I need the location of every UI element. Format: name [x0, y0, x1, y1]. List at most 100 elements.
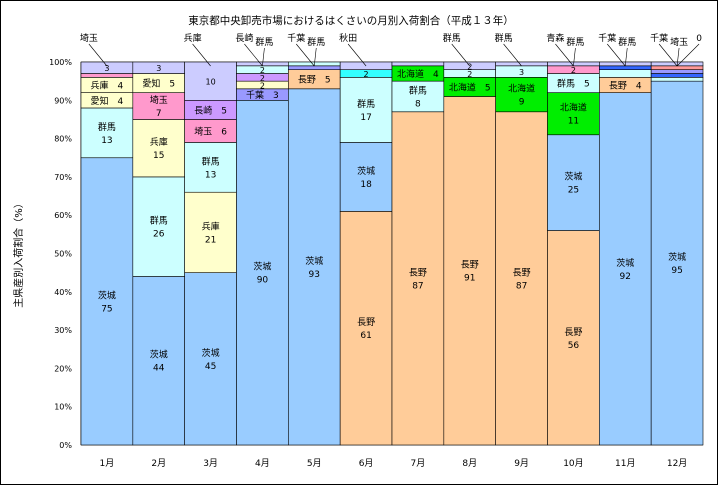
x-tick-labels: 1月 2月 3月 4月 5月 6月 7月 8月 9月 10月 11月 12月	[100, 458, 688, 469]
callout-label: 埼玉	[670, 36, 688, 48]
callout-label: 埼玉	[80, 32, 98, 44]
callout-leader	[296, 43, 315, 67]
segment-label: 茨城	[150, 349, 168, 361]
y-tick-labels: 0% 10% 20% 30% 40% 50% 60% 70% 80% 90% 100%	[49, 58, 72, 450]
callout-label: 兵庫	[184, 32, 202, 44]
bar-segment	[650, 69, 704, 74]
segment-label: 北海道 5	[449, 81, 491, 93]
callout-label: 千葉	[287, 32, 305, 44]
segment-value: 3	[104, 64, 109, 73]
callout-leader	[347, 43, 367, 67]
y-tick-label: 70%	[54, 173, 72, 182]
segment-value: 9	[519, 98, 525, 108]
x-tick-label: 1月	[100, 458, 115, 469]
segment-value: 2	[467, 62, 472, 71]
segment-value: 10	[205, 78, 215, 87]
x-tick-label: 7月	[411, 458, 426, 469]
segment-label: 群馬	[98, 121, 116, 133]
segment-label: 愛知 5	[142, 78, 175, 90]
x-tick-label: 11月	[615, 458, 635, 469]
x-tick-label: 10月	[563, 458, 583, 469]
x-tick-label: 5月	[307, 458, 322, 469]
segment-label: 千葉 3	[246, 89, 279, 101]
bar-segment	[184, 191, 237, 273]
callout-leader	[555, 43, 574, 67]
segment-value: 13	[205, 170, 216, 180]
segment-label: 茨城	[616, 257, 634, 269]
segment-label: 長崎 5	[194, 104, 227, 116]
segment-label: 茨城	[668, 251, 686, 263]
callout-label: 群馬	[255, 36, 273, 48]
callout-label: 群馬	[307, 36, 325, 48]
bar-segment	[339, 77, 393, 143]
bar-segment	[650, 73, 704, 78]
callout-leader	[313, 47, 317, 67]
y-tick-label: 20%	[54, 364, 72, 373]
callout-leader	[624, 47, 628, 67]
bar-segment	[391, 80, 445, 113]
callout-label: 千葉	[650, 32, 668, 44]
callout-label: 群馬	[443, 32, 461, 44]
y-tick-label: 0%	[59, 441, 72, 450]
segment-value: 45	[205, 362, 216, 372]
segment-label: 長野	[564, 327, 582, 338]
segment-value: 87	[516, 281, 527, 291]
callout-label: 0	[696, 34, 702, 44]
y-tick-label: 100%	[49, 58, 72, 67]
y-tick-label: 60%	[54, 211, 72, 220]
segment-label: 北海道	[508, 83, 535, 95]
y-axis-label: 主県産別入荷割合（%）	[12, 198, 25, 308]
segment-value: 25	[568, 186, 579, 196]
bar-segment	[132, 176, 185, 277]
x-tick-label: 2月	[151, 458, 166, 469]
segment-value: 8	[415, 99, 421, 109]
bar-segment	[80, 73, 134, 78]
y-tick-label: 40%	[54, 288, 72, 297]
callout-label: 群馬	[566, 36, 584, 48]
bar-segment	[650, 77, 704, 82]
segment-value: 91	[464, 274, 475, 284]
bar-segment	[547, 134, 600, 231]
segment-label: 茨城	[253, 261, 271, 273]
segment-value: 92	[620, 272, 631, 282]
bar-segment	[288, 88, 341, 446]
callout-leader	[88, 43, 108, 67]
x-tick-label: 4月	[255, 458, 270, 469]
segment-label: 長野	[461, 260, 479, 271]
y-tick-label: 90%	[54, 96, 72, 105]
callout-labels: 埼玉 兵庫 長崎 群馬 千葉 群馬 秋田 群馬 群馬 青森 群馬 千葉 群馬 千葉 埼玉 0	[80, 32, 702, 48]
callout-label: 秋田	[339, 32, 357, 44]
y-tick-label: 30%	[54, 326, 72, 335]
bar-segment	[236, 100, 289, 446]
segment-label: 茨城	[564, 171, 582, 183]
segment-value: 2	[571, 66, 576, 75]
segment-value: 95	[671, 266, 682, 276]
segment-label: 埼玉	[150, 94, 168, 106]
segment-label: 群馬	[357, 98, 375, 110]
segment-label: 長野 5	[298, 75, 331, 86]
callout-leader	[676, 43, 700, 67]
segment-label: 兵庫	[202, 220, 220, 232]
callout-label: 長崎	[235, 32, 253, 44]
segment-value: 7	[156, 109, 162, 119]
x-tick-label: 9月	[514, 458, 529, 469]
segment-value: 2	[260, 66, 265, 75]
segment-label: 茨城	[202, 347, 220, 359]
bar-segment	[495, 61, 548, 67]
segment-value: 15	[153, 151, 164, 161]
callout-leader	[607, 43, 626, 67]
callout-label: 青森	[546, 32, 564, 44]
bar-segment	[599, 69, 652, 78]
callout-label: 千葉	[598, 32, 616, 44]
bar-segment	[599, 65, 652, 70]
callout-leader	[451, 43, 470, 67]
segment-label: 群馬	[202, 155, 220, 167]
bar-segment	[495, 111, 548, 446]
segment-label: 兵庫	[150, 136, 168, 148]
chart-title: 東京都中央卸売市場におけるはくさいの月別入荷割合（平成１３年）	[188, 14, 514, 27]
segment-value: 18	[360, 180, 372, 190]
segment-value: 21	[205, 235, 216, 245]
bar-stacks: 茨城 75 群馬 13 愛知 4 兵庫 4 3 茨城 44 群馬 26 兵庫 15 埼玉 7 愛知 5 3 茨城 4…	[80, 61, 704, 446]
segment-label: 北海道	[560, 102, 587, 114]
